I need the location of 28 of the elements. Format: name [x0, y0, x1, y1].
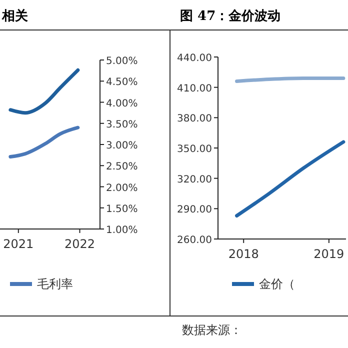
y2-tick-label: 4.50% [106, 77, 138, 88]
legend-label: 金价（ [259, 277, 295, 291]
line-series [8, 126, 80, 159]
line-series [235, 140, 346, 218]
y2-tick-label: 2.50% [106, 162, 138, 173]
y-tick-label: 380.00 [177, 114, 212, 125]
y2-tick-label: 1.00% [106, 225, 138, 236]
x-tick-label: 2018 [228, 247, 259, 261]
line-series [8, 68, 80, 115]
y-tick-label: 320.00 [177, 174, 212, 186]
y2-tick-label: 5.00% [106, 56, 138, 67]
y2-tick-label: 3.50% [106, 119, 138, 130]
y-tick-label: 440.00 [177, 53, 212, 64]
x-tick-label: 2019 [314, 247, 344, 261]
y2-tick-label: 3.00% [106, 140, 138, 152]
y-tick-label: 350.00 [177, 144, 212, 155]
x-tick-label: 2021 [3, 237, 34, 251]
y2-tick-label: 4.00% [106, 98, 138, 110]
x-tick-label: 2022 [64, 237, 96, 251]
y2-tick-label: 1.50% [106, 204, 138, 215]
y2-tick-label: 2.00% [106, 182, 138, 194]
y-tick-label: 260.00 [177, 235, 212, 246]
y-tick-label: 290.00 [177, 204, 212, 216]
chart-title: 图 47：金价波动 [180, 9, 281, 24]
source-note: 数据来源： [182, 323, 242, 337]
legend-label: 毛利率 [37, 277, 73, 291]
chart-title: 相关 [1, 8, 29, 24]
y-tick-label: 410.00 [177, 83, 212, 94]
